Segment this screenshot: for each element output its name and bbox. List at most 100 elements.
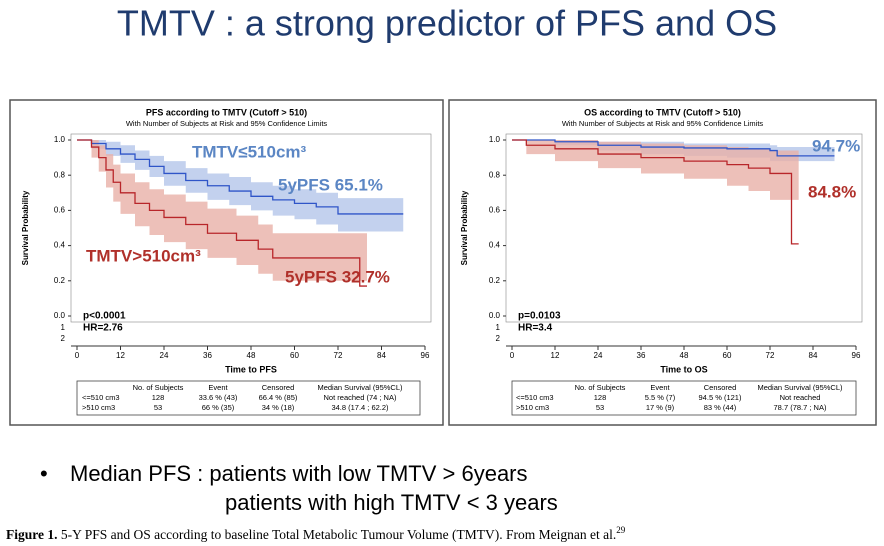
- y-tick-label: 0.0: [54, 311, 66, 320]
- confidence-band: [77, 140, 367, 281]
- table-cell: 66.4 % (85): [259, 393, 298, 402]
- plot-area: [505, 133, 863, 323]
- table-cell: 5.5 % (7): [645, 393, 676, 402]
- y-extra-label: 1: [61, 323, 66, 332]
- y-tick-label: 1.0: [489, 135, 501, 144]
- y-tick-label: 0.6: [54, 206, 66, 215]
- series-annotation: 84.8%: [808, 182, 856, 201]
- x-tick-label: 84: [809, 351, 818, 360]
- y-tick-label: 0.4: [489, 241, 501, 250]
- x-tick-label: 0: [75, 351, 80, 360]
- chart-subtitle: With Number of Subjects at Risk and 95% …: [126, 119, 328, 128]
- table-cell: >510 cm3: [516, 403, 549, 412]
- bullet-dot: •: [40, 461, 48, 486]
- x-tick-label: 0: [510, 351, 515, 360]
- table-cell: 83 % (44): [704, 403, 737, 412]
- x-tick-label: 48: [247, 351, 256, 360]
- table-cell: 17 % (9): [646, 403, 675, 412]
- y-tick-label: 1.0: [54, 135, 66, 144]
- series-annotation: 5yPFS 32.7%: [285, 267, 390, 286]
- x-tick-label: 48: [680, 351, 689, 360]
- x-tick-label: 96: [421, 351, 430, 360]
- table-cell: >510 cm3: [82, 403, 115, 412]
- table-cell: 33.6 % (43): [199, 393, 238, 402]
- chart-title: PFS according to TMTV (Cutoff > 510): [146, 107, 307, 117]
- table-header: Event: [208, 383, 228, 392]
- table-frame: [511, 380, 857, 416]
- stat-text: p=0.0103: [518, 311, 561, 322]
- x-tick-label: 60: [723, 351, 732, 360]
- y-tick-label: 0.8: [54, 170, 66, 179]
- table-header: No. of Subjects: [133, 383, 184, 392]
- survival-curve: [512, 139, 799, 245]
- chart-subtitle: With Number of Subjects at Risk and 95% …: [562, 119, 764, 128]
- chart-frame: [9, 99, 444, 426]
- table-cell: 53: [596, 403, 604, 412]
- x-tick-label: 60: [290, 351, 299, 360]
- table-cell: Not reached: [780, 393, 821, 402]
- confidence-band: [512, 140, 799, 200]
- x-axis-label: Time to OS: [660, 364, 707, 374]
- table-frame: [76, 380, 421, 416]
- y-tick-label: 0.2: [54, 276, 66, 285]
- y-extra-label: 1: [496, 323, 501, 332]
- stat-text: HR=2.76: [83, 323, 123, 334]
- x-tick-label: 96: [852, 351, 861, 360]
- y-tick-label: 0.0: [489, 311, 501, 320]
- series-label: TMTV>510cm³: [86, 246, 201, 265]
- bullet-line: Median PFS : patients with low TMTV > 6y…: [70, 461, 528, 486]
- table-cell: <=510 cm3: [82, 393, 120, 402]
- bullet-line: patients with high TMTV < 3 years: [225, 490, 558, 515]
- caption-label: Figure 1.: [6, 527, 58, 542]
- y-axis-label: Survival Probability: [21, 190, 30, 265]
- caption-ref: 29: [616, 525, 626, 535]
- table-header: Censored: [262, 383, 295, 392]
- survival-curve: [77, 139, 367, 287]
- y-tick-label: 0.4: [54, 241, 66, 250]
- x-tick-label: 24: [594, 351, 603, 360]
- y-tick-label: 0.8: [489, 170, 501, 179]
- table-cell: 34 % (18): [262, 403, 295, 412]
- stat-text: HR=3.4: [518, 323, 553, 334]
- plot-area: [70, 133, 432, 323]
- table-header: Median Survival (95%CL): [317, 383, 403, 392]
- table-cell: 94.5 % (121): [699, 393, 742, 402]
- x-tick-label: 24: [160, 351, 169, 360]
- table-cell: <=510 cm3: [516, 393, 554, 402]
- x-tick-label: 72: [766, 351, 775, 360]
- table-cell: 53: [154, 403, 162, 412]
- table-cell: 66 % (35): [202, 403, 235, 412]
- table-cell: 128: [152, 393, 165, 402]
- stat-text: p<0.0001: [83, 311, 126, 322]
- x-tick-label: 72: [334, 351, 343, 360]
- table-cell: Not reached (74 ; NA): [324, 393, 397, 402]
- slide-title: TMTV : a strong predictor of PFS and OS: [117, 3, 777, 44]
- table-header: No. of Subjects: [575, 383, 626, 392]
- y-tick-label: 0.6: [489, 206, 501, 215]
- table-cell: 128: [594, 393, 607, 402]
- series-label: TMTV≤510cm³: [192, 142, 307, 161]
- y-extra-label: 2: [61, 334, 66, 343]
- table-header: Censored: [704, 383, 737, 392]
- x-tick-label: 12: [551, 351, 560, 360]
- y-tick-label: 0.2: [489, 276, 501, 285]
- x-tick-label: 84: [377, 351, 386, 360]
- caption: Figure 1. 5-Y PFS and OS according to ba…: [6, 525, 626, 542]
- series-annotation: 5yPFS 65.1%: [278, 175, 383, 194]
- survival-curve: [77, 139, 404, 215]
- x-tick-label: 36: [203, 351, 212, 360]
- chart-title: OS according to TMTV (Cutoff > 510): [584, 107, 741, 117]
- x-tick-label: 12: [116, 351, 125, 360]
- table-header: Event: [650, 383, 670, 392]
- table-header: Median Survival (95%CL): [757, 383, 843, 392]
- x-tick-label: 36: [637, 351, 646, 360]
- y-axis-label: Survival Probability: [460, 190, 469, 265]
- series-annotation: 94.7%: [812, 136, 860, 155]
- y-extra-label: 2: [496, 334, 501, 343]
- confidence-band: [77, 140, 404, 232]
- survival-curve: [512, 139, 835, 157]
- x-axis-label: Time to PFS: [225, 364, 277, 374]
- table-cell: 78.7 (78.7 ; NA): [774, 403, 827, 412]
- caption-text: 5-Y PFS and OS according to baseline Tot…: [61, 527, 616, 542]
